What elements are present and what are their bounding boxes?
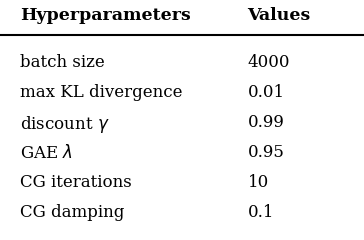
- Text: CG iterations: CG iterations: [20, 174, 132, 191]
- Text: Hyperparameters: Hyperparameters: [20, 7, 191, 24]
- Text: 0.95: 0.95: [248, 144, 284, 161]
- Text: batch size: batch size: [20, 54, 105, 71]
- Text: 4000: 4000: [248, 54, 290, 71]
- Text: GAE $\lambda$: GAE $\lambda$: [20, 144, 73, 162]
- Text: 0.1: 0.1: [248, 204, 274, 221]
- Text: discount $\gamma$: discount $\gamma$: [20, 114, 110, 135]
- Text: 10: 10: [248, 174, 269, 191]
- Text: 0.01: 0.01: [248, 84, 285, 101]
- Text: max KL divergence: max KL divergence: [20, 84, 182, 101]
- Text: CG damping: CG damping: [20, 204, 124, 221]
- Text: Values: Values: [248, 7, 311, 24]
- Text: 0.99: 0.99: [248, 114, 284, 131]
